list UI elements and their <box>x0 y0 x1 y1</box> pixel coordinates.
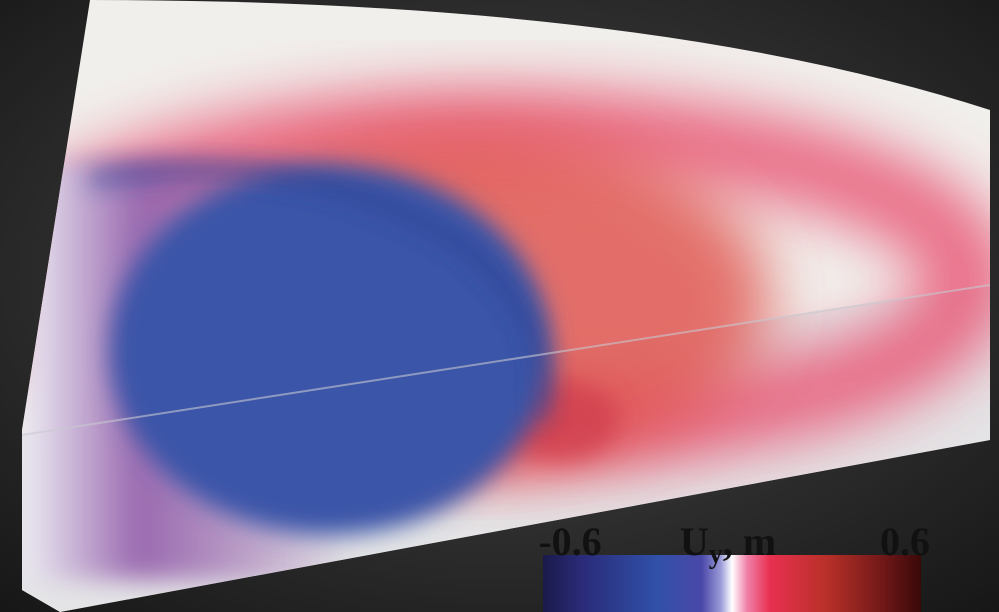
colorbar <box>543 555 921 612</box>
label-symbol: U <box>680 519 709 564</box>
label-unit: , m <box>723 519 776 564</box>
colorbar-max: 0.6 <box>880 519 930 564</box>
colorbar-label: Uy, m <box>680 519 776 570</box>
label-subscript: y <box>709 539 723 570</box>
colorbar-min: -0.6 <box>538 519 601 564</box>
